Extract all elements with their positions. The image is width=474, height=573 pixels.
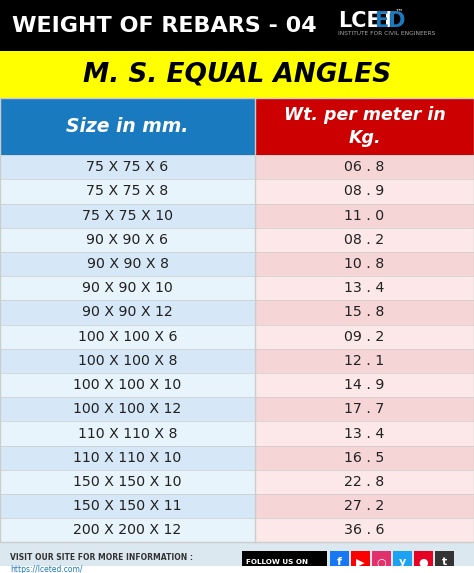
Bar [255, 349, 474, 373]
Bar [372, 551, 391, 573]
Bar [0, 300, 255, 324]
Bar [255, 155, 474, 179]
Bar [255, 470, 474, 494]
Text: 90 X 90 X 12: 90 X 90 X 12 [82, 305, 173, 320]
Bar [0, 98, 474, 543]
Bar [0, 227, 255, 252]
Text: 100 X 100 X 6: 100 X 100 X 6 [78, 329, 177, 344]
Bar [393, 551, 412, 573]
Bar [0, 349, 255, 373]
Text: 90 X 90 X 8: 90 X 90 X 8 [87, 257, 168, 271]
Bar [0, 397, 255, 421]
Text: 100 X 100 X 10: 100 X 100 X 10 [73, 378, 182, 392]
Text: ™: ™ [395, 7, 403, 17]
Text: 110 X 110 X 10: 110 X 110 X 10 [73, 451, 182, 465]
Text: 36 . 6: 36 . 6 [344, 523, 385, 537]
Bar [255, 252, 474, 276]
Bar [0, 0, 474, 52]
Bar [0, 203, 255, 227]
Bar [0, 543, 474, 573]
Text: 22 . 8: 22 . 8 [345, 475, 384, 489]
Text: 150 X 150 X 11: 150 X 150 X 11 [73, 499, 182, 513]
Bar [255, 179, 474, 203]
Text: 12 . 1: 12 . 1 [345, 354, 384, 368]
Text: 15 . 8: 15 . 8 [345, 305, 384, 320]
Bar [255, 446, 474, 470]
Text: 06 . 8: 06 . 8 [345, 160, 384, 174]
Bar [0, 446, 255, 470]
Bar [255, 494, 474, 518]
Bar [414, 551, 433, 573]
Text: 11 . 0: 11 . 0 [345, 209, 384, 223]
Text: 08 . 9: 08 . 9 [345, 185, 384, 198]
Bar [255, 324, 474, 349]
Text: ED: ED [374, 11, 405, 31]
Text: ○: ○ [377, 557, 386, 567]
Text: 13 . 4: 13 . 4 [344, 426, 385, 441]
Bar [255, 227, 474, 252]
Text: y: y [399, 557, 406, 567]
Text: ▶: ▶ [356, 557, 365, 567]
Bar [242, 551, 327, 573]
Bar [0, 155, 255, 179]
Text: INSTITUTE FOR CIVIL ENGINEERS: INSTITUTE FOR CIVIL ENGINEERS [338, 31, 436, 36]
Text: ●: ● [419, 557, 428, 567]
Text: t: t [442, 557, 447, 567]
Bar [0, 421, 255, 446]
Text: https://lceted.com/: https://lceted.com/ [10, 564, 82, 573]
Text: f: f [337, 557, 342, 567]
Bar [0, 518, 255, 543]
Bar [0, 373, 255, 397]
Text: 16 . 5: 16 . 5 [344, 451, 385, 465]
Text: 27 . 2: 27 . 2 [345, 499, 384, 513]
Bar [255, 518, 474, 543]
Text: FOLLOW US ON: FOLLOW US ON [246, 559, 308, 565]
Bar [0, 179, 255, 203]
Text: 100 X 100 X 8: 100 X 100 X 8 [78, 354, 177, 368]
Bar [255, 98, 474, 155]
Bar [255, 203, 474, 227]
Text: 100 X 100 X 12: 100 X 100 X 12 [73, 402, 182, 417]
Bar [255, 397, 474, 421]
Bar [255, 276, 474, 300]
Bar [0, 98, 255, 155]
Text: 75 X 75 X 8: 75 X 75 X 8 [86, 185, 169, 198]
Text: 110 X 110 X 8: 110 X 110 X 8 [78, 426, 177, 441]
Text: 08 . 2: 08 . 2 [345, 233, 384, 247]
Text: Wt. per meter in
Kg.: Wt. per meter in Kg. [283, 105, 446, 147]
Bar [435, 551, 454, 573]
Text: 09 . 2: 09 . 2 [345, 329, 384, 344]
Bar [330, 551, 349, 573]
Bar [351, 551, 370, 573]
Text: 14 . 9: 14 . 9 [344, 378, 385, 392]
Bar [0, 324, 255, 349]
Text: Size in mm.: Size in mm. [66, 117, 189, 136]
Text: 10 . 8: 10 . 8 [345, 257, 384, 271]
Text: 13 . 4: 13 . 4 [344, 281, 385, 295]
Text: LCET: LCET [338, 11, 395, 31]
Text: WEIGHT OF REBARS - 04: WEIGHT OF REBARS - 04 [12, 15, 317, 36]
Bar [255, 300, 474, 324]
Bar [0, 252, 255, 276]
Text: 17 . 7: 17 . 7 [344, 402, 385, 417]
Text: 75 X 75 X 6: 75 X 75 X 6 [86, 160, 169, 174]
Bar [0, 52, 474, 98]
Bar [0, 276, 255, 300]
Bar [255, 373, 474, 397]
Text: 75 X 75 X 10: 75 X 75 X 10 [82, 209, 173, 223]
Text: VISIT OUR SITE FOR MORE INFORMATION :: VISIT OUR SITE FOR MORE INFORMATION : [10, 553, 193, 562]
Bar [255, 421, 474, 446]
Text: M. S. EQUAL ANGLES: M. S. EQUAL ANGLES [83, 62, 391, 88]
Bar [0, 494, 255, 518]
Text: 90 X 90 X 10: 90 X 90 X 10 [82, 281, 173, 295]
Text: 200 X 200 X 12: 200 X 200 X 12 [73, 523, 182, 537]
Text: 150 X 150 X 10: 150 X 150 X 10 [73, 475, 182, 489]
Bar [0, 470, 255, 494]
Text: 90 X 90 X 6: 90 X 90 X 6 [86, 233, 168, 247]
